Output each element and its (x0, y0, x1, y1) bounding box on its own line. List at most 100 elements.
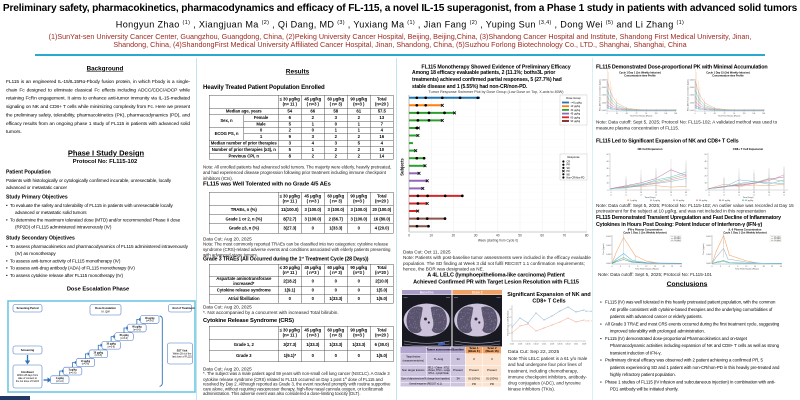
svg-text:3: 3 (720, 266, 721, 268)
svg-text:15: 15 (640, 192, 642, 194)
svg-text:40: 40 (606, 161, 608, 163)
svg-text:C2D22: C2D22 (565, 344, 570, 346)
svg-text:0,000: 0,000 (690, 110, 694, 112)
svg-text:End of Treatment: End of Treatment (173, 306, 195, 310)
svg-text:3 μg/kg: 3 μg/kg (69, 369, 78, 371)
svg-text:10: 10 (606, 183, 608, 185)
svg-text:22: 22 (655, 192, 657, 194)
svg-text:0,000: 0,000 (606, 263, 611, 265)
svg-text:C1D22: C1D22 (533, 344, 538, 346)
svg-text:Conc. (pg/mL): Conc. (pg/mL) (603, 243, 605, 255)
svg-text:6: 6 (629, 266, 630, 268)
svg-text:Week (starting from Cycle 0): Week (starting from Cycle 0) (478, 239, 518, 243)
svg-text:date of consent to: date of consent to (18, 377, 38, 380)
svg-text:n=6: n=6 (655, 194, 658, 196)
svg-text:n=4: n=4 (768, 194, 771, 196)
svg-text:Dose Group: Dose Group (566, 96, 581, 100)
svg-text:4,000: 4,000 (602, 79, 606, 81)
svg-text:the 1st dose of FL115: the 1st dose of FL115 (16, 380, 40, 383)
svg-text:9: 9 (737, 266, 738, 268)
svg-text:Fold Change in Cell Numbers: Fold Change in Cell Numbers (507, 311, 510, 336)
svg-text:IFN-γ Plasma Concentration: IFN-γ Plasma Concentration (628, 227, 663, 231)
svg-text:(n=3-6): (n=3-6) (146, 321, 154, 323)
svg-text:20: 20 (452, 234, 456, 238)
svg-text:NE: NE (567, 173, 571, 176)
svg-text:C2D15: C2D15 (557, 344, 562, 346)
svg-text:0,000: 0,000 (602, 110, 606, 112)
svg-text:0,000: 0,000 (706, 263, 711, 265)
svg-text:24: 24 (616, 113, 618, 115)
svg-text:n=3: n=3 (738, 194, 741, 196)
svg-text:21: 21 (771, 266, 773, 268)
svg-text:3,000: 3,000 (706, 236, 711, 238)
svg-text:40: 40 (704, 161, 706, 163)
svg-text:70: 70 (563, 234, 567, 238)
svg-text:3 μg/kg: 3 μg/kg (653, 200, 661, 202)
svg-text:Response: Response (567, 155, 580, 159)
svg-text:1 μg/kg: 1 μg/kg (56, 378, 65, 380)
svg-text:40: 40 (496, 234, 500, 238)
svg-text:1,000: 1,000 (606, 254, 611, 256)
svg-text:Conc. (pg/mL): Conc. (pg/mL) (703, 243, 705, 255)
svg-text:20 μg/kg: 20 μg/kg (94, 352, 104, 354)
svg-text:15: 15 (754, 266, 756, 268)
svg-text:30: 30 (606, 168, 608, 170)
svg-text:60 μg/kg: 60 μg/kg (674, 238, 680, 240)
svg-text:4: 4 (509, 309, 511, 311)
svg-text:22: 22 (753, 192, 755, 194)
svg-text:(n=3-6): (n=3-6) (107, 346, 115, 348)
svg-text:n=5: n=5 (625, 194, 628, 196)
svg-text:0: 0 (695, 113, 696, 115)
svg-text:18: 18 (663, 266, 665, 268)
svg-text:C3D1: C3D1 (574, 344, 578, 346)
svg-text:C1D1: C1D1 (510, 344, 514, 346)
svg-text:2,000: 2,000 (606, 245, 611, 247)
svg-text:8: 8 (625, 192, 626, 194)
svg-text:0: 0 (608, 190, 609, 192)
svg-text:n=4: n=4 (670, 194, 673, 196)
svg-text:60 μg/kg: 60 μg/kg (571, 116, 581, 119)
svg-text:3,000: 3,000 (602, 87, 606, 89)
svg-text:18: 18 (763, 266, 765, 268)
svg-text:PD: PD (567, 170, 571, 173)
svg-text:n=5: n=5 (708, 194, 711, 196)
svg-text:96: 96 (733, 113, 735, 115)
svg-text:(n=3-6): (n=3-6) (95, 355, 103, 357)
svg-text:NK Cell Expansion: NK Cell Expansion (638, 147, 663, 151)
svg-text:43: 43 (783, 192, 785, 194)
svg-text:<=5 μg/kg: <=5 μg/kg (571, 102, 583, 105)
svg-text:50: 50 (518, 234, 522, 238)
svg-text:Cycle 1 Day 1 (1st Weekly Infu: Cycle 1 Day 1 (1st Weekly Infusion) (723, 230, 766, 234)
svg-text:72: 72 (723, 113, 725, 115)
svg-text:Cycle 1 Day 1 (1st Weekly Infu: Cycle 1 Day 1 (1st Weekly Infusion) (623, 230, 666, 234)
svg-text:90 μg/kg: 90 μg/kg (774, 240, 780, 242)
svg-text:20: 20 (704, 175, 706, 177)
svg-text:12: 12 (745, 266, 747, 268)
svg-text:0: 0 (408, 234, 410, 238)
svg-text:60 μg/kg: 60 μg/kg (774, 238, 780, 240)
svg-text:2: 2 (509, 325, 511, 327)
svg-text:30 μg/kg: 30 μg/kg (107, 344, 117, 346)
svg-text:2,000: 2,000 (690, 95, 694, 97)
svg-text:29: 29 (768, 192, 770, 194)
svg-text:30: 30 (704, 168, 706, 170)
svg-text:n=5: n=5 (723, 194, 726, 196)
svg-text:30 μg/kg: 30 μg/kg (699, 200, 708, 202)
svg-text:2,000: 2,000 (602, 95, 606, 97)
svg-text:15: 15 (654, 266, 656, 268)
svg-text:Mean (SD) FL115 concentration: Mean (SD) FL115 concentration (ng/mL) (687, 79, 690, 112)
svg-text:6: 6 (729, 266, 730, 268)
svg-text:Time Post Infusion (Hours): Time Post Infusion (Hours) (635, 268, 659, 271)
svg-text:Time Post Infusion (Hours): Time Post Infusion (Hours) (718, 115, 741, 118)
svg-text:48: 48 (714, 113, 716, 115)
svg-text:Time (Days): Time (Days) (645, 197, 656, 199)
svg-text:9: 9 (637, 266, 638, 268)
svg-text:0: 0 (610, 192, 611, 194)
svg-text:EOT Visit: EOT Visit (177, 349, 188, 352)
svg-text:C1D15: C1D15 (525, 344, 530, 346)
svg-text:CD8+ T Cell Expansion: CD8+ T Cell Expansion (733, 147, 764, 151)
svg-text:45 μg/kg: 45 μg/kg (674, 237, 680, 239)
svg-text:30 μg/kg: 30 μg/kg (571, 109, 581, 112)
svg-text:(n=3-6): (n=3-6) (133, 329, 141, 331)
svg-text:n=3: n=3 (783, 194, 786, 196)
